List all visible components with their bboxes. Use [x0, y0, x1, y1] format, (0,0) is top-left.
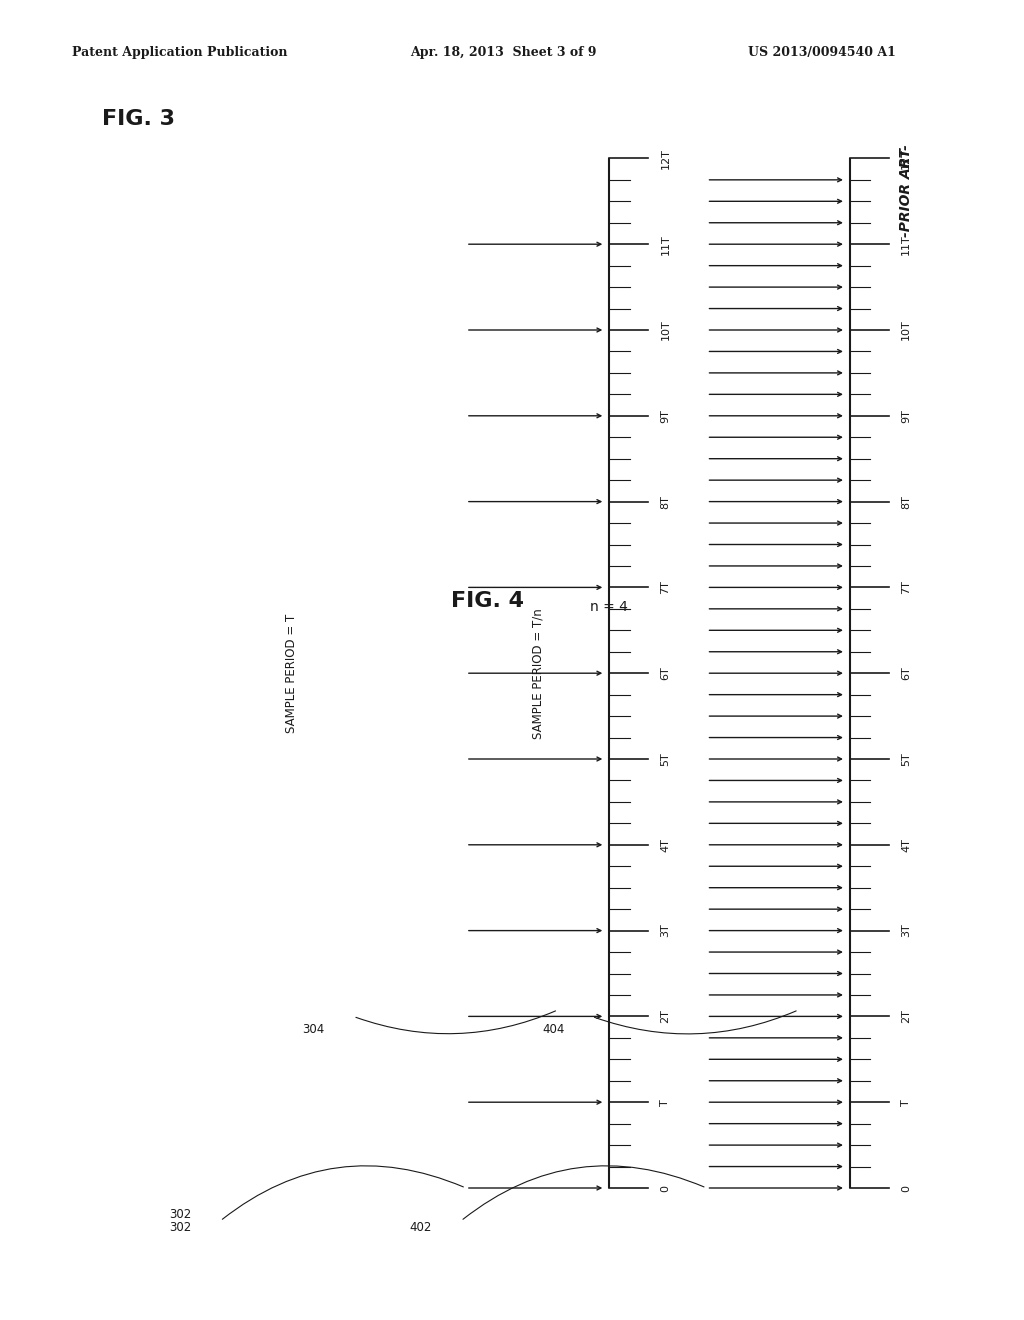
Text: US 2013/0094540 A1: US 2013/0094540 A1: [748, 46, 895, 59]
Text: -PRIOR ART-: -PRIOR ART-: [899, 144, 913, 236]
Text: 4T: 4T: [660, 838, 671, 851]
Text: 9T: 9T: [660, 409, 671, 422]
Text: 3T: 3T: [660, 924, 671, 937]
Text: 7T: 7T: [660, 581, 671, 594]
Text: 11T: 11T: [901, 234, 911, 255]
Text: 8T: 8T: [901, 495, 911, 508]
Text: 5T: 5T: [660, 752, 671, 766]
Text: 404: 404: [543, 1023, 565, 1036]
Text: 0: 0: [660, 1184, 671, 1192]
Text: 12T: 12T: [901, 148, 911, 169]
Text: T: T: [660, 1098, 671, 1106]
Text: 2T: 2T: [901, 1010, 911, 1023]
Text: 12T: 12T: [660, 148, 671, 169]
Text: 3T: 3T: [901, 924, 911, 937]
Text: FIG. 3: FIG. 3: [102, 108, 175, 129]
Text: FIG. 4: FIG. 4: [451, 590, 523, 611]
Text: n = 4: n = 4: [591, 601, 628, 614]
Text: 10T: 10T: [901, 319, 911, 341]
Text: 4T: 4T: [901, 838, 911, 851]
Text: 9T: 9T: [901, 409, 911, 422]
Text: T: T: [901, 1098, 911, 1106]
Text: 0: 0: [901, 1184, 911, 1192]
Text: 11T: 11T: [660, 234, 671, 255]
Text: Patent Application Publication: Patent Application Publication: [72, 46, 287, 59]
Text: 302: 302: [169, 1221, 191, 1234]
Text: 7T: 7T: [901, 581, 911, 594]
Text: Apr. 18, 2013  Sheet 3 of 9: Apr. 18, 2013 Sheet 3 of 9: [410, 46, 596, 59]
Text: 302: 302: [169, 1208, 191, 1221]
Text: 6T: 6T: [901, 667, 911, 680]
Text: 402: 402: [410, 1221, 432, 1234]
Text: 6T: 6T: [660, 667, 671, 680]
Text: 10T: 10T: [660, 319, 671, 341]
Text: 5T: 5T: [901, 752, 911, 766]
Text: 2T: 2T: [660, 1010, 671, 1023]
Text: SAMPLE PERIOD = T: SAMPLE PERIOD = T: [286, 614, 298, 733]
Text: 304: 304: [302, 1023, 325, 1036]
Text: SAMPLE PERIOD = T/n: SAMPLE PERIOD = T/n: [531, 607, 544, 739]
Text: 8T: 8T: [660, 495, 671, 508]
